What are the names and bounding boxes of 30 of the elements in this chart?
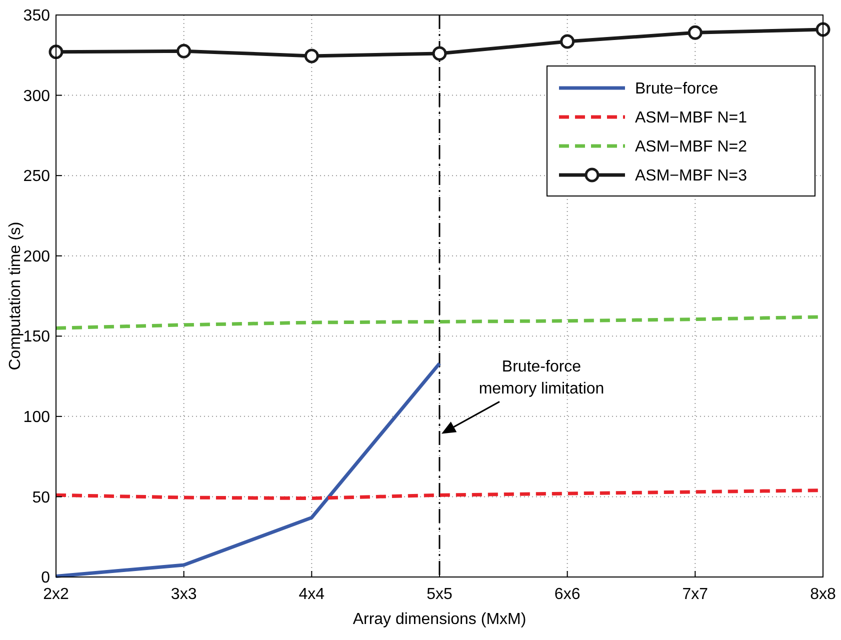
point [688,25,702,40]
legend-label: ASM−MBF N=1 [635,110,748,127]
x-tick-label: 5x5 [426,586,452,603]
y-tick-label: 250 [23,168,50,186]
y-axis-title: Computation time (s) [7,222,24,370]
line-series [54,362,442,578]
point [816,22,830,37]
legend-label: ASM−MBF N=2 [635,138,748,156]
y-tick-label: 350 [23,8,50,25]
annotation: Brute-force memory limitation [478,358,604,398]
legend-label: Brute−force [635,80,718,98]
y-tick-label: 0 [41,570,50,587]
y-tick-label: 100 [23,409,50,426]
y-tick-label: 300 [23,88,50,105]
legend-label: ASM−MBF N=3 [635,168,748,185]
y-tick-label: 200 [23,248,50,266]
x-tick-label: 3x3 [170,586,197,603]
point [560,34,575,49]
point [432,46,447,61]
x-tick-label: 7x7 [682,586,708,603]
point [48,44,64,60]
x-axis-title: Array dimensions (MxM) [352,611,526,628]
y-tick-label: 150 [23,328,50,346]
x-tick-label: 8x8 [810,586,836,603]
x-tick-label: 6x6 [554,586,580,603]
point [304,48,319,64]
x-tick-label: 4x4 [298,586,325,603]
x-tick-label: 2x2 [43,586,69,603]
point [176,44,192,58]
y-tick-label: 50 [32,489,50,506]
